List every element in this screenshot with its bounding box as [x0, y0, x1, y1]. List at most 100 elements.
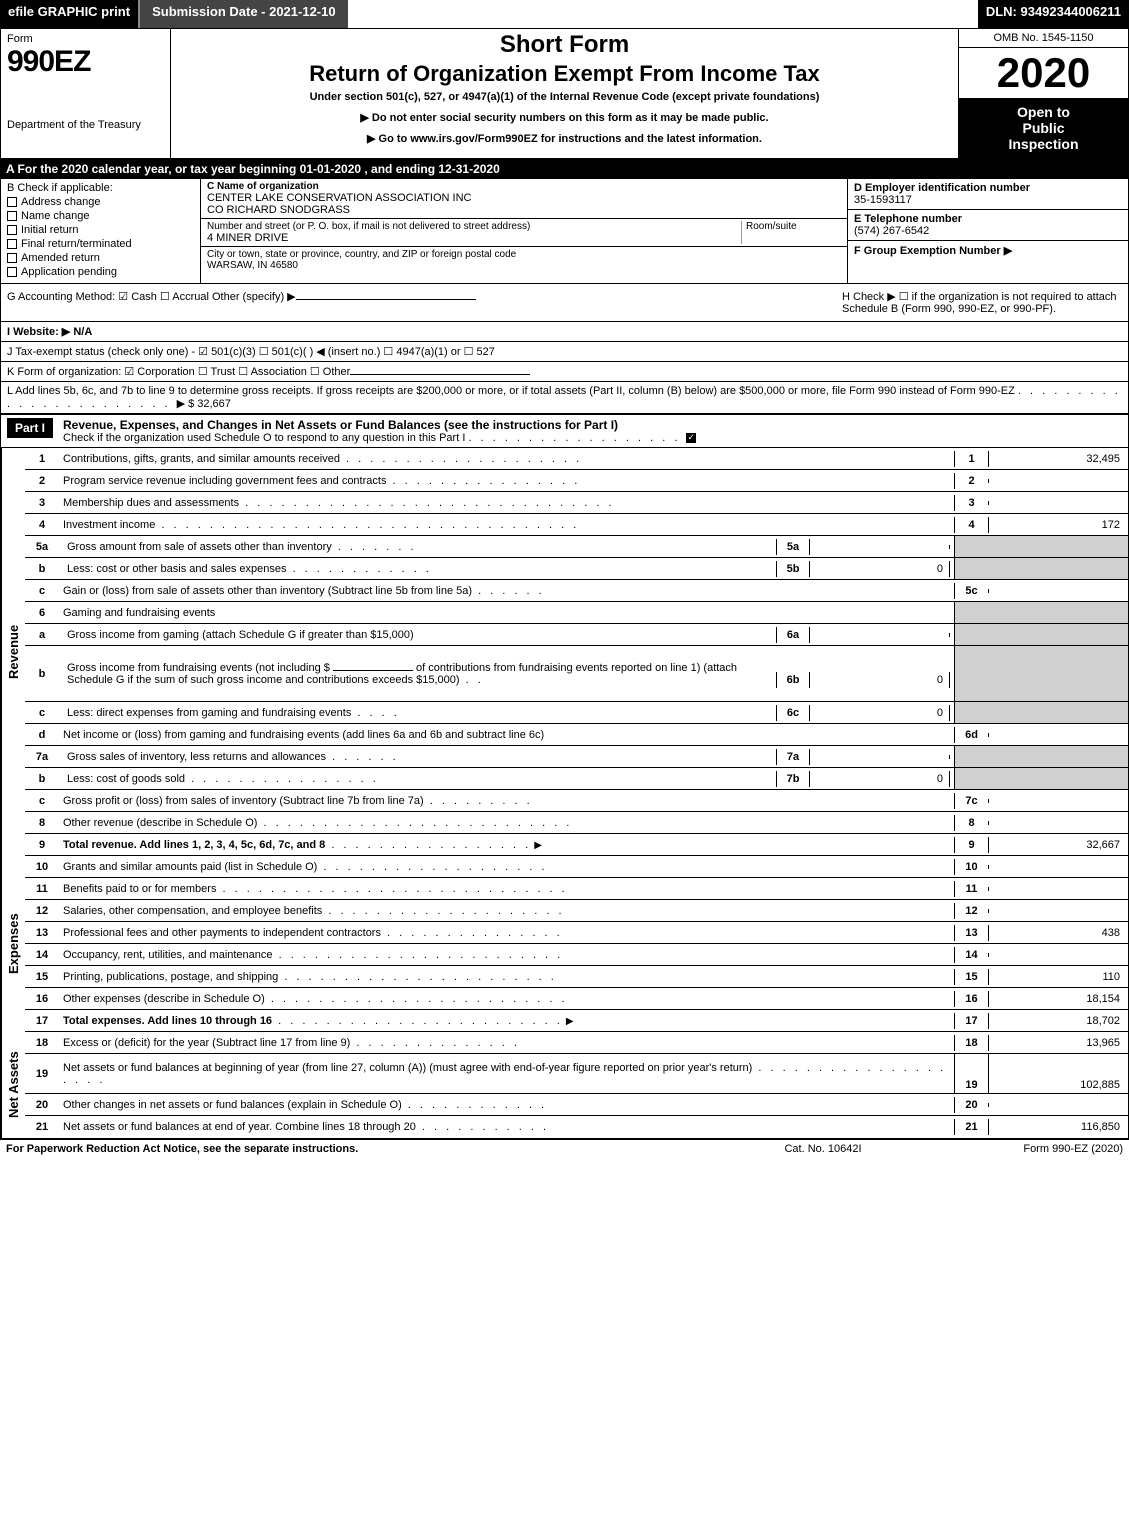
revenue-side-label: Revenue	[1, 448, 25, 856]
phone-value: (574) 267-6542	[854, 225, 1122, 237]
checkbox-icon[interactable]	[7, 197, 17, 207]
line-num: 8	[25, 815, 59, 831]
b-label: B Check if applicable:	[7, 182, 194, 194]
header-left: Form 990EZ Department of the Treasury	[1, 29, 171, 158]
line-box: 19	[954, 1054, 988, 1093]
line-box: 10	[954, 859, 988, 875]
revenue-section: Revenue 1 Contributions, gifts, grants, …	[0, 448, 1129, 856]
line-num: 5a	[25, 539, 59, 555]
line-box: 12	[954, 903, 988, 919]
line-num: 15	[25, 969, 59, 985]
part1-check-text: Check if the organization used Schedule …	[63, 432, 465, 444]
cb-label: Name change	[21, 210, 90, 222]
revenue-table: 1 Contributions, gifts, grants, and simi…	[25, 448, 1128, 856]
org-name-2: CO RICHARD SNODGRASS	[207, 204, 841, 216]
addr-value: 4 MINER DRIVE	[207, 232, 741, 244]
omb-number: OMB No. 1545-1150	[959, 29, 1128, 48]
efile-label[interactable]: efile GRAPHIC print	[0, 0, 138, 28]
l-text: L Add lines 5b, 6c, and 7b to line 9 to …	[7, 385, 1015, 397]
mid-num: 5b	[776, 561, 810, 577]
footer-mid: Cat. No. 10642I	[723, 1143, 923, 1155]
netassets-side-label: Net Assets	[1, 1032, 25, 1138]
line-9: 9 Total revenue. Add lines 1, 2, 3, 4, 5…	[25, 834, 1128, 856]
open-line2: Public	[965, 120, 1122, 136]
line-14: 14 Occupancy, rent, utilities, and maint…	[25, 944, 1128, 966]
line-val: 32,495	[988, 451, 1128, 467]
topbar-spacer	[348, 0, 978, 28]
line-num: 7a	[25, 749, 59, 765]
cb-label: Final return/terminated	[21, 238, 132, 250]
cb-address-change[interactable]: Address change	[7, 196, 194, 208]
instr-ssn: ▶ Do not enter social security numbers o…	[179, 111, 950, 124]
open-line1: Open to	[965, 104, 1122, 120]
org-name-1: CENTER LAKE CONSERVATION ASSOCIATION INC	[207, 192, 841, 204]
checkbox-icon[interactable]	[7, 225, 17, 235]
line-num: b	[25, 771, 59, 787]
line-desc: Printing, publications, postage, and shi…	[59, 969, 954, 985]
line-2: 2 Program service revenue including gove…	[25, 470, 1128, 492]
cb-label: Initial return	[21, 224, 78, 236]
cb-initial-return[interactable]: Initial return	[7, 224, 194, 236]
line-15: 15 Printing, publications, postage, and …	[25, 966, 1128, 988]
line-desc: Gross sales of inventory, less returns a…	[59, 747, 954, 767]
section-k: K Form of organization: ☑ Corporation ☐ …	[0, 362, 1129, 382]
netassets-section: Net Assets 18 Excess or (deficit) for th…	[0, 1032, 1129, 1139]
mid-val: 0	[810, 705, 950, 721]
c-name-label: C Name of organization	[207, 181, 841, 192]
expenses-side-label: Expenses	[1, 856, 25, 1032]
line-val: 18,702	[988, 1013, 1128, 1029]
line-6b: b Gross income from fundraising events (…	[25, 646, 1128, 702]
line-num: c	[25, 793, 59, 809]
line-num: 21	[25, 1119, 59, 1135]
instr-goto[interactable]: ▶ Go to www.irs.gov/Form990EZ for instru…	[179, 132, 950, 145]
cb-label: Address change	[21, 196, 101, 208]
line-desc: Benefits paid to or for members . . . . …	[59, 881, 954, 897]
part1-header-row: Part I Revenue, Expenses, and Changes in…	[0, 414, 1129, 448]
checkbox-icon[interactable]	[7, 267, 17, 277]
line-7b: b Less: cost of goods sold . . . . . . .…	[25, 768, 1128, 790]
line-num: 18	[25, 1035, 59, 1051]
line-val	[988, 589, 1128, 593]
cb-application-pending[interactable]: Application pending	[7, 266, 194, 278]
line-3: 3 Membership dues and assessments . . . …	[25, 492, 1128, 514]
grey-blank	[954, 768, 1128, 789]
footer: For Paperwork Reduction Act Notice, see …	[0, 1139, 1129, 1158]
line-21: 21 Net assets or fund balances at end of…	[25, 1116, 1128, 1138]
line-desc: Total expenses. Add lines 10 through 16 …	[59, 1013, 954, 1029]
checkbox-icon[interactable]	[7, 211, 17, 221]
c-name-block: C Name of organization CENTER LAKE CONSE…	[201, 179, 847, 219]
c-city-block: City or town, state or province, country…	[201, 247, 847, 273]
line-num: 3	[25, 495, 59, 511]
line-8: 8 Other revenue (describe in Schedule O)…	[25, 812, 1128, 834]
line-num: 4	[25, 517, 59, 533]
open-public: Open to Public Inspection	[959, 98, 1128, 158]
cb-amended-return[interactable]: Amended return	[7, 252, 194, 264]
footer-right: Form 990-EZ (2020)	[923, 1143, 1123, 1155]
line-box: 4	[954, 517, 988, 533]
line-desc: Other revenue (describe in Schedule O) .…	[59, 815, 954, 831]
section-gh: G Accounting Method: ☑ Cash ☐ Accrual Ot…	[0, 284, 1129, 322]
line-desc: Net income or (loss) from gaming and fun…	[59, 727, 954, 743]
city-label: City or town, state or province, country…	[207, 249, 841, 260]
line-desc: Total revenue. Add lines 1, 2, 3, 4, 5c,…	[59, 837, 954, 853]
line-val	[988, 865, 1128, 869]
grey-blank	[954, 646, 1128, 701]
line-box: 1	[954, 451, 988, 467]
cb-name-change[interactable]: Name change	[7, 210, 194, 222]
line-box: 3	[954, 495, 988, 511]
line-desc: Gain or (loss) from sale of assets other…	[59, 583, 954, 599]
checkbox-icon[interactable]	[7, 253, 17, 263]
cb-final-return[interactable]: Final return/terminated	[7, 238, 194, 250]
form-word: Form	[7, 33, 164, 45]
checkbox-icon[interactable]	[7, 239, 17, 249]
return-title: Return of Organization Exempt From Incom…	[179, 61, 950, 87]
section-b: B Check if applicable: Address change Na…	[1, 179, 201, 283]
line-val: 102,885	[988, 1054, 1128, 1093]
line-17: 17 Total expenses. Add lines 10 through …	[25, 1010, 1128, 1032]
line-box: 17	[954, 1013, 988, 1029]
line-5b: b Less: cost or other basis and sales ex…	[25, 558, 1128, 580]
expenses-table: 10 Grants and similar amounts paid (list…	[25, 856, 1128, 1032]
i-text: I Website: ▶ N/A	[7, 326, 92, 338]
top-bar: efile GRAPHIC print Submission Date - 20…	[0, 0, 1129, 28]
mid-num: 6c	[776, 705, 810, 721]
